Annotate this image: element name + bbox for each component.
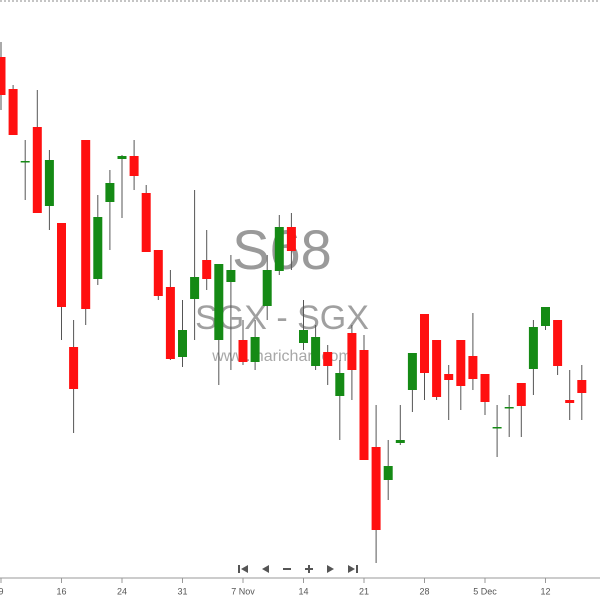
x-tick-label: 31 <box>177 586 187 596</box>
candle-body <box>432 340 442 397</box>
candle-body <box>93 217 103 279</box>
candle-body <box>117 156 127 159</box>
candle-body <box>480 374 490 402</box>
x-tick-label: 16 <box>56 586 66 596</box>
candle-body <box>81 140 91 309</box>
candle-body <box>69 347 79 389</box>
x-tick-label: 28 <box>419 586 429 596</box>
candle-body <box>262 270 272 306</box>
candle-body <box>250 337 260 362</box>
candle-body <box>0 57 6 95</box>
candle-body <box>44 160 54 206</box>
x-tick-label: 7 Nov <box>231 586 255 596</box>
watermark-exchange: SGX - SGX <box>195 299 369 337</box>
candle-body <box>202 260 212 279</box>
candle-body <box>359 350 369 460</box>
nav-next[interactable] <box>327 565 334 573</box>
candle-body <box>226 270 236 282</box>
candle-body <box>178 330 187 357</box>
candle-body <box>8 89 18 135</box>
candle-body <box>20 161 30 163</box>
candle-body <box>323 352 333 366</box>
candle-body <box>395 440 405 443</box>
x-tick-label: 5 Dec <box>473 586 497 596</box>
candle-body <box>105 183 115 202</box>
x-tick-label: 24 <box>117 586 127 596</box>
candle-body <box>492 427 502 429</box>
candle-body <box>371 447 381 530</box>
x-tick-label: 14 <box>298 586 308 596</box>
candle-body <box>565 400 575 403</box>
candle-body <box>577 380 587 393</box>
candle-body <box>541 307 550 326</box>
candle-body <box>407 353 417 390</box>
candle-body <box>153 250 163 296</box>
nav-first[interactable] <box>238 565 248 573</box>
candle-body <box>553 320 563 366</box>
candle-body <box>286 227 296 251</box>
x-tick-label: 9 <box>0 586 4 596</box>
candle-body <box>57 223 66 307</box>
candle-body <box>383 466 393 480</box>
candle-body <box>165 287 175 359</box>
candle-body <box>214 264 224 340</box>
nav-zoom-out[interactable] <box>283 568 291 570</box>
x-tick-label: 12 <box>540 586 550 596</box>
candle-body <box>456 340 466 386</box>
candle-body <box>516 383 526 406</box>
candle-body <box>468 356 478 379</box>
candle-body <box>420 314 429 373</box>
candle-body <box>347 333 357 370</box>
candle-body <box>335 373 345 396</box>
candle-body <box>238 340 248 362</box>
nav-zoom-in[interactable] <box>305 565 313 573</box>
candles <box>0 42 587 563</box>
candle-body <box>141 193 151 252</box>
x-tick-label: 21 <box>359 586 369 596</box>
candle-body <box>528 327 538 369</box>
candle-body <box>299 330 308 343</box>
nav-last[interactable] <box>348 565 358 573</box>
nav-controls <box>238 565 358 573</box>
candle-body <box>504 407 514 409</box>
candle-body <box>311 337 321 366</box>
candle-body <box>274 227 284 271</box>
candle-body <box>190 277 200 299</box>
candle-body <box>32 127 42 213</box>
nav-prev[interactable] <box>262 565 269 573</box>
candle-body <box>129 156 139 176</box>
candle-body <box>444 374 454 380</box>
